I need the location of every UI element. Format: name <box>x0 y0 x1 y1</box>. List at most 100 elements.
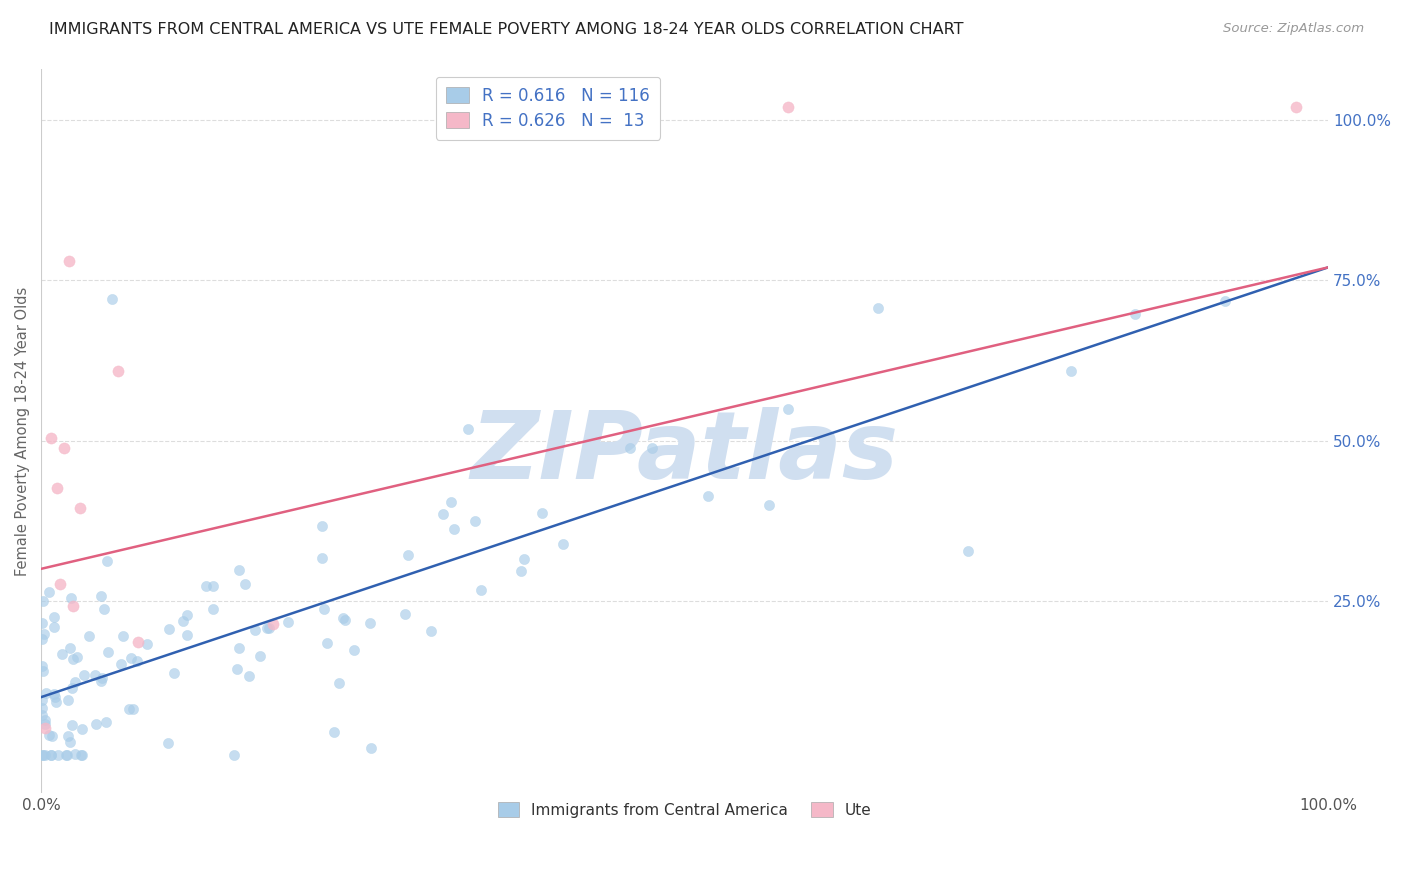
Point <box>1123 307 1146 321</box>
Point <box>135 637 157 651</box>
Point <box>73 668 96 682</box>
Point <box>510 565 533 579</box>
Point <box>35 686 58 700</box>
Point <box>34 747 56 762</box>
Point <box>58 253 80 268</box>
Point <box>86 717 108 731</box>
Point <box>91 671 114 685</box>
Point <box>1285 100 1308 114</box>
Point <box>277 615 299 630</box>
Point <box>31 692 53 706</box>
Point <box>956 543 979 558</box>
Point <box>328 675 350 690</box>
Point <box>233 576 256 591</box>
Point <box>60 681 83 695</box>
Point <box>65 747 87 762</box>
Point <box>49 576 72 591</box>
Point <box>513 552 536 566</box>
Point <box>38 585 60 599</box>
Point <box>163 666 186 681</box>
Point <box>228 640 250 655</box>
Point <box>62 652 84 666</box>
Point <box>866 301 889 315</box>
Point <box>156 736 179 750</box>
Point <box>176 628 198 642</box>
Point <box>42 687 65 701</box>
Point <box>470 582 492 597</box>
Point <box>44 690 66 705</box>
Point <box>55 747 77 762</box>
Point <box>107 364 129 378</box>
Point <box>311 550 333 565</box>
Point <box>432 507 454 521</box>
Point <box>619 441 641 455</box>
Point <box>316 636 339 650</box>
Point <box>202 602 225 616</box>
Point <box>172 615 194 629</box>
Point <box>360 741 382 756</box>
Point <box>758 498 780 512</box>
Point <box>45 481 67 495</box>
Point <box>311 519 333 533</box>
Point <box>65 650 87 665</box>
Point <box>1213 294 1236 309</box>
Text: IMMIGRANTS FROM CENTRAL AMERICA VS UTE FEMALE POVERTY AMONG 18-24 YEAR OLDS CORR: IMMIGRANTS FROM CENTRAL AMERICA VS UTE F… <box>49 22 963 37</box>
Point <box>48 747 70 762</box>
Point <box>439 495 461 509</box>
Point <box>122 702 145 716</box>
Point <box>45 695 67 709</box>
Point <box>59 640 82 655</box>
Point <box>202 579 225 593</box>
Point <box>225 662 247 676</box>
Point <box>31 658 53 673</box>
Point <box>60 591 83 605</box>
Point <box>776 100 799 114</box>
Point <box>696 489 718 503</box>
Point <box>224 747 246 762</box>
Point <box>59 735 82 749</box>
Point <box>776 401 799 416</box>
Point <box>457 421 479 435</box>
Point <box>332 611 354 625</box>
Point <box>120 651 142 665</box>
Text: Source: ZipAtlas.com: Source: ZipAtlas.com <box>1223 22 1364 36</box>
Point <box>34 717 56 731</box>
Point <box>111 629 134 643</box>
Point <box>256 621 278 635</box>
Point <box>531 506 554 520</box>
Point <box>31 747 53 762</box>
Point <box>31 701 53 715</box>
Point <box>96 714 118 729</box>
Point <box>464 514 486 528</box>
Point <box>32 665 55 679</box>
Point <box>32 747 55 762</box>
Point <box>157 622 180 636</box>
Point <box>443 522 465 536</box>
Point <box>41 431 63 445</box>
Point <box>55 747 77 762</box>
Point <box>551 537 574 551</box>
Point <box>77 629 100 643</box>
Point <box>101 293 124 307</box>
Point <box>72 722 94 736</box>
Point <box>70 747 93 762</box>
Point <box>127 635 149 649</box>
Point <box>322 725 344 739</box>
Point <box>56 693 79 707</box>
Point <box>44 610 66 624</box>
Point <box>70 747 93 762</box>
Point <box>97 644 120 658</box>
Point <box>53 441 76 455</box>
Point <box>394 607 416 622</box>
Point <box>93 601 115 615</box>
Point <box>238 668 260 682</box>
Legend: Immigrants from Central America, Ute: Immigrants from Central America, Ute <box>491 795 879 826</box>
Point <box>195 579 218 593</box>
Point <box>69 501 91 516</box>
Point <box>56 729 79 743</box>
Point <box>60 717 83 731</box>
Point <box>125 654 148 668</box>
Point <box>419 624 441 639</box>
Point <box>359 615 381 630</box>
Point <box>84 668 107 682</box>
